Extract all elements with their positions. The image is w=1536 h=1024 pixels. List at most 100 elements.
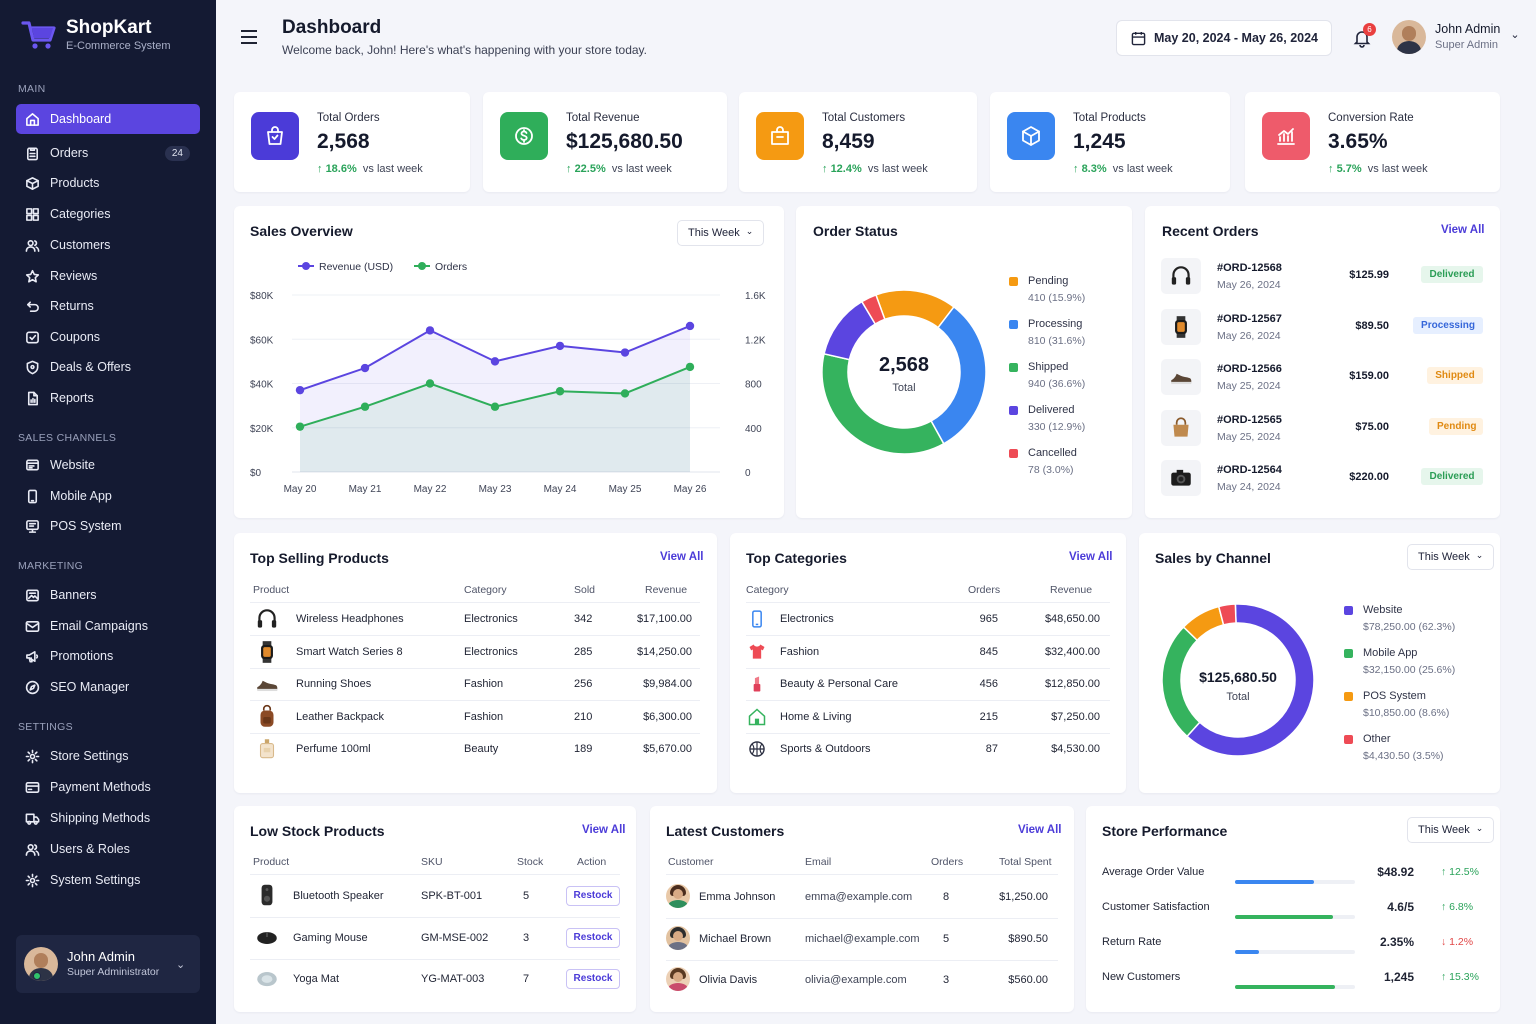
data-point[interactable] [425,379,435,388]
sidebar-item-dashboard[interactable]: Dashboard [16,104,200,134]
product-name[interactable]: Gaming Mouse [293,931,368,944]
product-stock: 5 [523,890,530,902]
donut-slice-cancelled[interactable] [860,293,886,325]
sidebar-item-payment-methods[interactable]: Payment Methods [16,772,200,802]
legend-marker [418,262,426,270]
product-revenue: $17,100.00 [636,613,692,625]
chevron-down-icon[interactable]: ⌄ [176,959,186,971]
restock-button[interactable]: Restock [566,927,620,948]
sidebar-item-system-settings[interactable]: System Settings [16,865,200,895]
product-name[interactable]: Running Shoes [296,678,372,690]
sidebar-item-reviews[interactable]: Reviews [16,261,200,291]
phone-icon [746,608,768,630]
sidebar-item-store-settings[interactable]: Store Settings [16,741,200,771]
sidebar-item-email-campaigns[interactable]: Email Campaigns [16,611,200,641]
data-point[interactable] [620,348,630,357]
card-title: Top Selling Products [250,550,389,566]
stat-change: ↑ 5.7% vs last week [1328,163,1428,175]
view-all-link[interactable]: View All [1441,224,1485,236]
product-name[interactable]: Perfume 100ml [296,743,371,755]
restock-button[interactable]: Restock [566,886,620,906]
brand[interactable]: ShopKart E-Commerce System [20,16,171,54]
sidebar-item-shipping-methods[interactable]: Shipping Methods [16,803,200,833]
sidebar-item-pos-system[interactable]: POS System [16,511,200,541]
data-point[interactable] [685,321,695,331]
order-id[interactable]: #ORD-12567 [1217,312,1282,325]
sidebar-item-mobile-app[interactable]: Mobile App [16,481,200,511]
view-all-link[interactable]: View All [1069,551,1113,563]
category-name[interactable]: Electronics [780,613,834,625]
channel-period-dropdown[interactable]: This Week ⌄ [1407,544,1495,570]
customer-name[interactable]: Emma Johnson [699,891,776,903]
sidebar-item-deals-offers[interactable]: Deals & Offers [16,352,200,382]
customer-email[interactable]: olivia@example.com [805,974,907,986]
category-name[interactable]: Sports & Outdoors [780,743,871,755]
performance-period-dropdown[interactable]: This Week ⌄ [1407,817,1495,843]
product-name[interactable]: Smart Watch Series 8 [296,645,403,658]
product-name[interactable]: Bluetooth Speaker [293,890,384,902]
metric-change: ↑ 12.5% [1441,866,1479,878]
order-id[interactable]: #ORD-12565 [1217,413,1282,426]
category-name[interactable]: Fashion [780,645,820,658]
y-left-tick: $60K [250,335,274,346]
house-icon [746,706,768,728]
sidebar-item-categories[interactable]: Categories [16,199,200,229]
sidebar-item-orders[interactable]: Orders 24 [16,138,200,168]
restock-button[interactable]: Restock [566,969,620,989]
customer-name[interactable]: Olivia Davis [699,974,758,986]
donut-slice-website[interactable] [1185,603,1315,757]
view-all-link[interactable]: View All [1018,824,1062,836]
change-percent: 1.2% [1449,936,1474,948]
data-point[interactable] [295,422,305,431]
data-point[interactable] [295,385,305,395]
menu-toggle-icon[interactable] [241,30,257,44]
legend-label: Cancelled [1028,447,1077,459]
data-point[interactable] [490,357,500,366]
change-percent: 5.7% [1336,163,1362,175]
product-name[interactable]: Leather Backpack [296,710,385,723]
product-name[interactable]: Wireless Headphones [296,613,404,625]
category-name[interactable]: Home & Living [780,710,852,723]
sidebar-item-website[interactable]: Website [16,450,200,480]
data-point[interactable] [555,341,565,351]
sidebar-user-card[interactable]: John Admin Super Administrator [16,935,200,993]
card-title: Sales by Channel [1155,550,1271,566]
data-point[interactable] [490,402,500,411]
arrow-up-icon: ↑ [1441,866,1447,878]
view-all-link[interactable]: View All [660,551,704,563]
order-id[interactable]: #ORD-12568 [1217,262,1282,274]
header-user-menu[interactable]: John Admin Super Admin ⌄ [1392,20,1520,54]
data-point[interactable] [620,389,630,398]
y-right-tick: 1.6K [745,291,766,302]
sidebar-item-products[interactable]: Products [16,168,200,198]
x-tick-label: May 24 [544,484,577,495]
sidebar-item-reports[interactable]: Reports [16,383,200,413]
sidebar-item-label: Shipping Methods [50,811,151,825]
donut-slice-other[interactable] [1217,603,1237,626]
sidebar-item-promotions[interactable]: Promotions [16,641,200,671]
sidebar-item-users-roles[interactable]: Users & Roles [16,834,200,864]
top-selling-products-card: Top Selling Products View All Product Ca… [234,533,717,793]
sidebar-item-customers[interactable]: Customers [16,230,200,260]
order-id[interactable]: #ORD-12566 [1217,363,1282,375]
product-name[interactable]: Yoga Mat [293,973,340,985]
stat-label: Conversion Rate [1328,112,1414,124]
sidebar-item-returns[interactable]: Returns [16,291,200,321]
sidebar-item-coupons[interactable]: Coupons [16,322,200,352]
sidebar-item-seo-manager[interactable]: SEO Manager [16,672,200,702]
customer-email[interactable]: emma@example.com [805,891,913,903]
view-all-link[interactable]: View All [582,824,626,836]
sidebar-item-banners[interactable]: Banners [16,580,200,610]
date-range-picker[interactable]: May 20, 2024 - May 26, 2024 [1116,20,1332,56]
customer-email[interactable]: michael@example.com [805,932,920,945]
order-id[interactable]: #ORD-12564 [1217,464,1282,476]
sales-period-dropdown[interactable]: This Week ⌄ [677,220,765,246]
customer-name[interactable]: Michael Brown [699,932,772,945]
data-point[interactable] [360,363,370,373]
data-point[interactable] [425,326,435,335]
category-name[interactable]: Beauty & Personal Care [780,678,899,690]
data-point[interactable] [360,402,370,411]
legend-value: 940 (36.6%) [1028,378,1086,390]
data-point[interactable] [685,362,695,372]
data-point[interactable] [555,387,565,396]
